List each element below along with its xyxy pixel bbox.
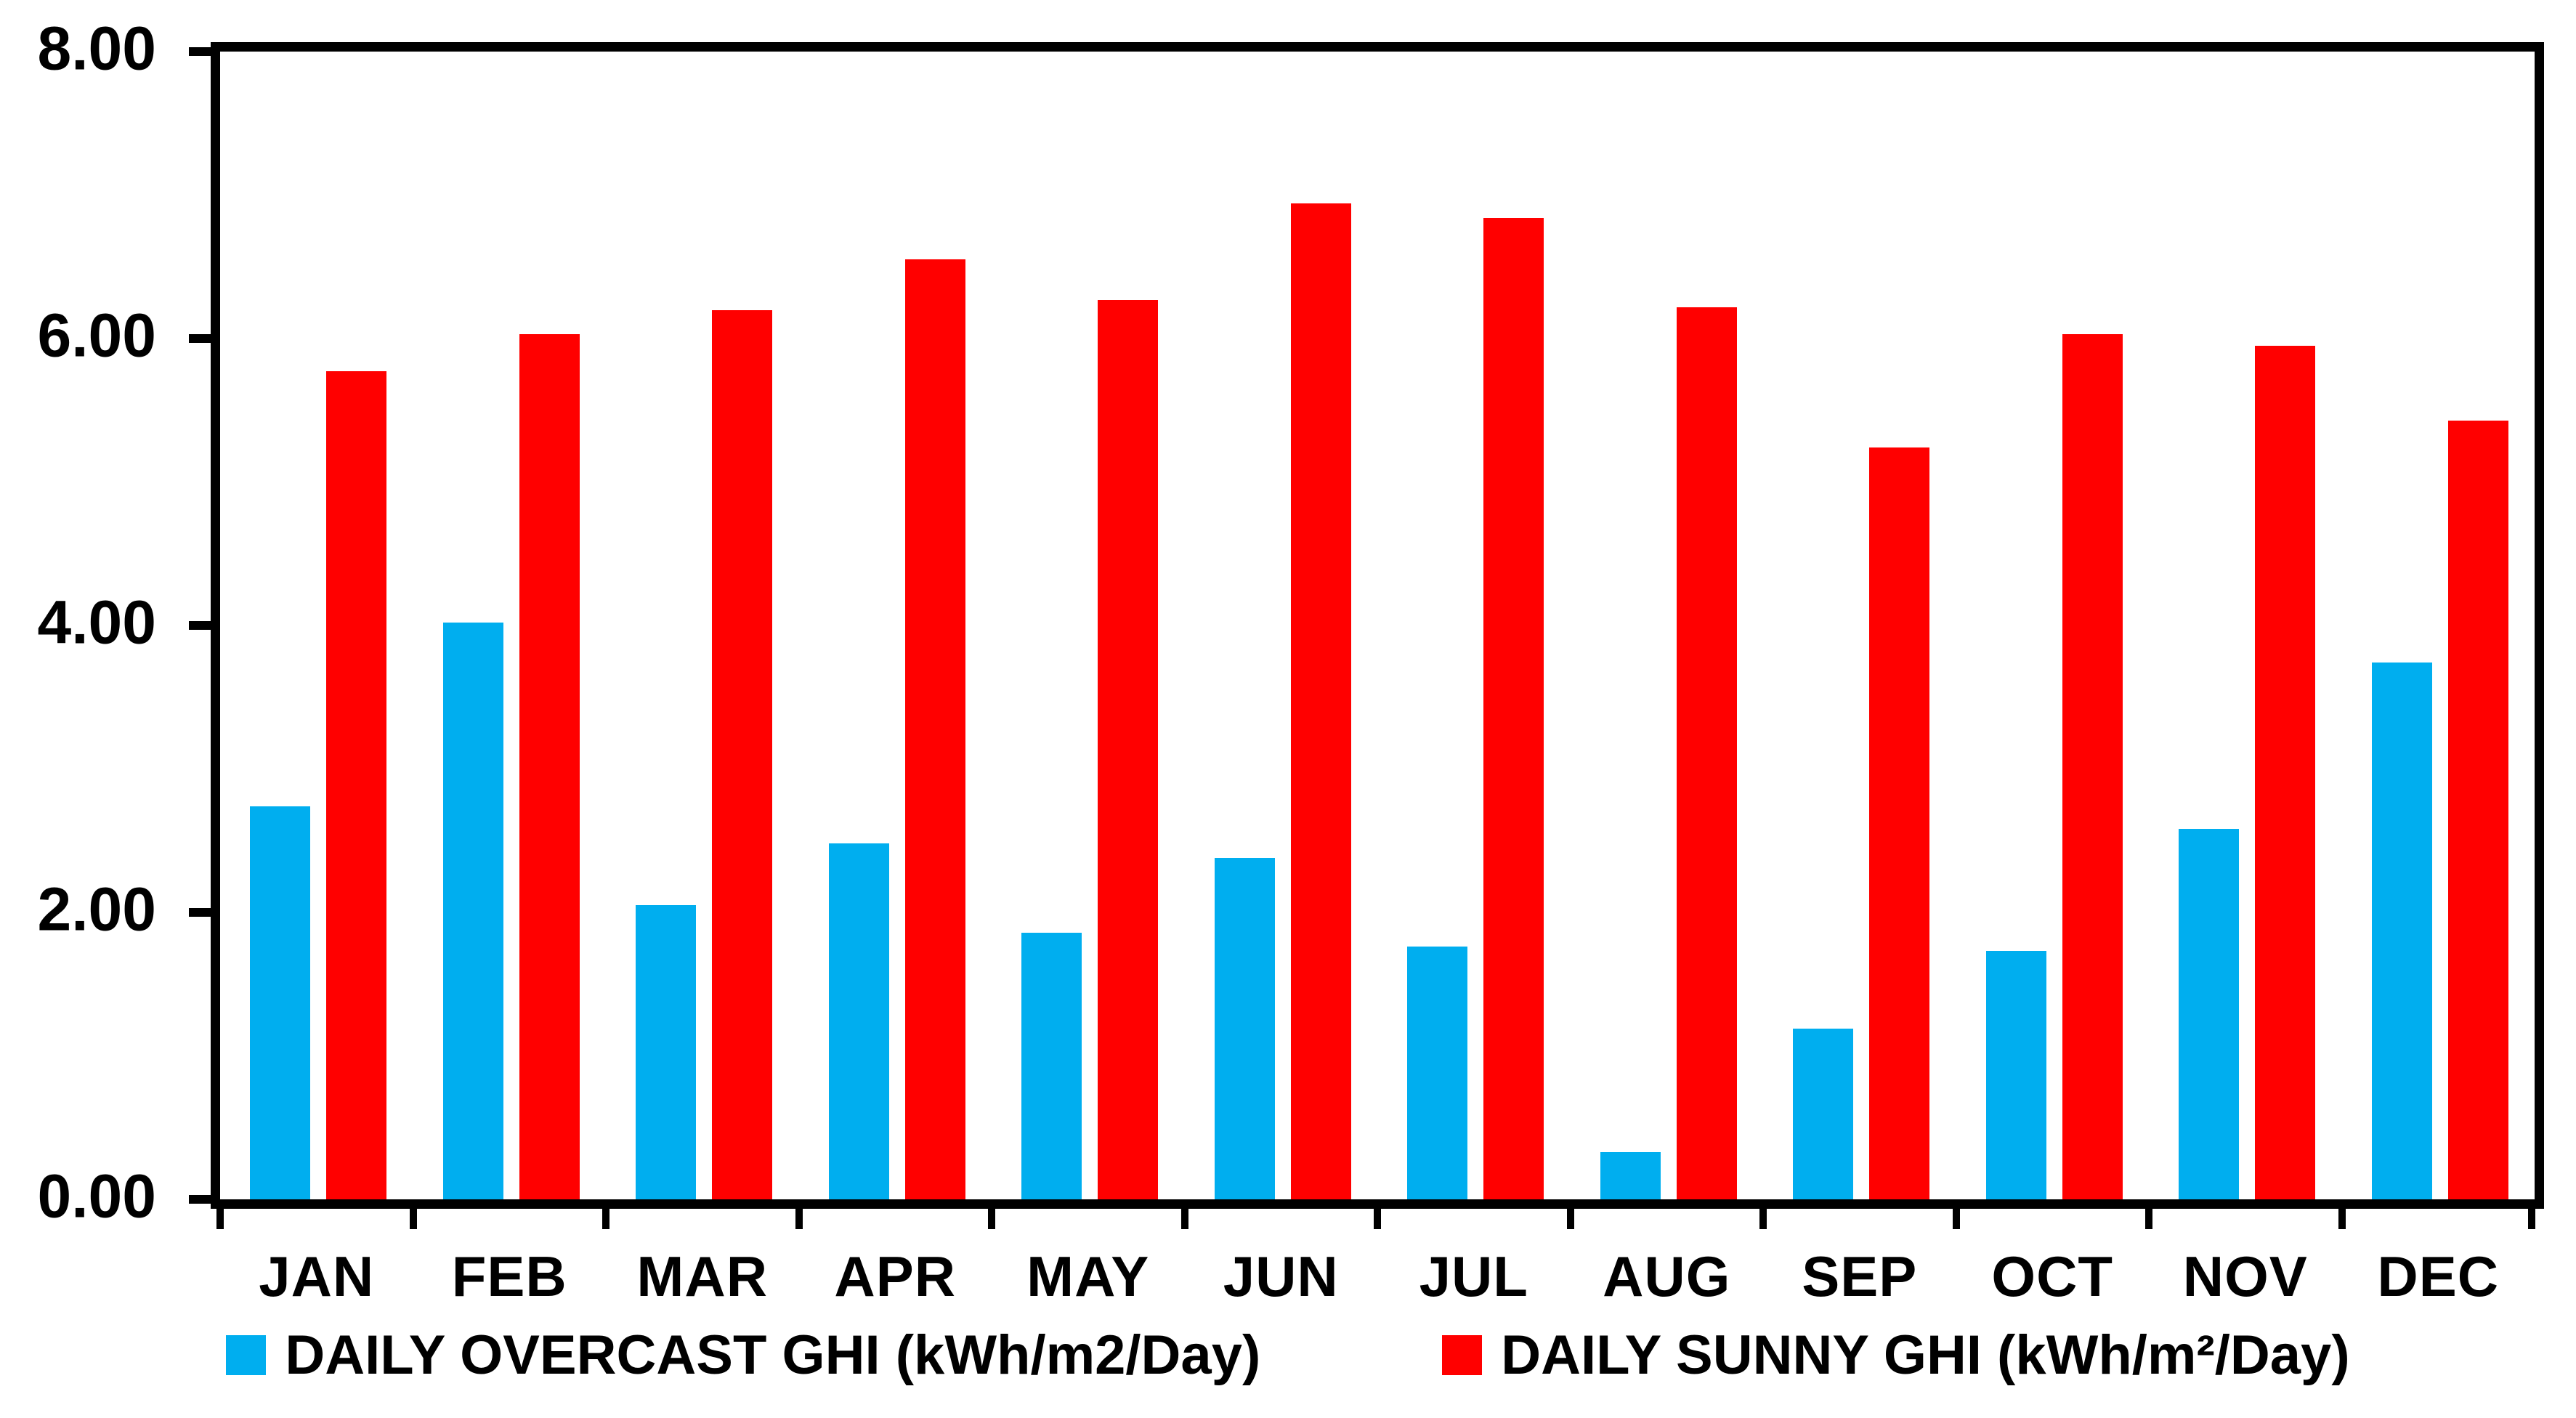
x-axis-category-labels: JAN FEB MAR APR MAY JUN JUL AUG SEP OCT NOV DEC — [220, 1244, 2535, 1310]
x-axis-tick — [1566, 1199, 1574, 1229]
x-axis-tick — [2528, 1199, 2535, 1229]
bar-overcast-jun — [1214, 857, 1275, 1199]
x-axis-tick — [1374, 1199, 1381, 1229]
bar-sunny-aug — [1676, 307, 1737, 1199]
month-label-oct: OCT — [1991, 1244, 2114, 1308]
bar-sunny-mar — [712, 309, 772, 1199]
month-label-may: MAY — [1026, 1244, 1150, 1308]
y-axis-tick — [189, 1195, 211, 1204]
x-axis-tick — [602, 1199, 609, 1229]
y-axis-tick — [189, 47, 211, 56]
bar-sunny-feb — [519, 334, 580, 1199]
bar-overcast-dec — [2371, 663, 2432, 1199]
bar-overcast-nov — [2179, 829, 2239, 1199]
bar-overcast-mar — [636, 905, 696, 1199]
bar-overcast-sep — [1793, 1028, 1853, 1199]
bar-overcast-jul — [1407, 947, 1467, 1199]
y-axis-tick — [189, 334, 211, 343]
bar-overcast-may — [1021, 932, 1082, 1199]
y-axis-label-6.00: 6.00 — [37, 301, 157, 370]
month-label-apr: APR — [834, 1244, 957, 1308]
month-label-mar: MAR — [636, 1244, 769, 1308]
overcast-swatch-icon — [226, 1335, 267, 1375]
bar-sunny-jun — [1290, 203, 1351, 1199]
plot-area — [189, 42, 2544, 1229]
bar-sunny-nov — [2255, 345, 2315, 1199]
x-axis-tick — [216, 1199, 224, 1229]
y-axis-label-4.00: 4.00 — [37, 588, 157, 657]
legend-item-sunny: DAILY SUNNY GHI (kWh/m²/Day) — [1442, 1324, 2350, 1387]
bar-sunny-apr — [904, 259, 965, 1199]
legend-label-sunny: DAILY SUNNY GHI (kWh/m²/Day) — [1501, 1324, 2350, 1386]
bar-sunny-dec — [2447, 420, 2508, 1199]
x-axis-tick — [1180, 1199, 1188, 1229]
x-axis-tick — [409, 1199, 417, 1229]
x-axis-tick — [2338, 1199, 2346, 1229]
month-label-nov: NOV — [2182, 1244, 2308, 1308]
month-label-jan: JAN — [259, 1244, 375, 1308]
x-axis-tick — [2145, 1199, 2152, 1229]
bar-sunny-jan — [326, 371, 386, 1199]
legend: DAILY OVERCAST GHI (kWh/m2/Day) DAILY SU… — [0, 1324, 2576, 1387]
y-axis-tick — [189, 621, 211, 630]
legend-item-overcast: DAILY OVERCAST GHI (kWh/m2/Day) — [226, 1324, 1260, 1387]
x-axis-tick — [1759, 1199, 1767, 1229]
bar-overcast-feb — [442, 623, 503, 1199]
y-axis-label-8.00: 8.00 — [37, 14, 157, 83]
month-label-sep: SEP — [1802, 1244, 1918, 1308]
month-label-jul: JUL — [1419, 1244, 1528, 1308]
x-axis-tick — [1952, 1199, 1960, 1229]
bar-sunny-jul — [1483, 218, 1544, 1199]
sunny-swatch-icon — [1442, 1335, 1483, 1375]
month-label-dec: DEC — [2377, 1244, 2500, 1308]
x-axis-tick — [795, 1199, 803, 1229]
legend-label-overcast: DAILY OVERCAST GHI (kWh/m2/Day) — [285, 1324, 1261, 1386]
bar-overcast-aug — [1600, 1151, 1661, 1199]
y-axis-label-2.00: 2.00 — [37, 875, 157, 944]
bar-sunny-may — [1098, 299, 1158, 1199]
bar-overcast-jan — [250, 806, 310, 1199]
y-axis-tick — [189, 908, 211, 917]
bar-sunny-sep — [1869, 447, 1929, 1199]
y-axis-label-0.00: 0.00 — [37, 1162, 157, 1231]
month-label-aug: AUG — [1603, 1244, 1731, 1308]
month-label-feb: FEB — [451, 1244, 567, 1308]
month-label-jun: JUN — [1223, 1244, 1339, 1308]
bar-overcast-apr — [828, 843, 889, 1199]
bar-overcast-oct — [1985, 951, 2046, 1199]
x-axis-tick — [988, 1199, 995, 1229]
bar-sunny-oct — [2062, 334, 2123, 1199]
